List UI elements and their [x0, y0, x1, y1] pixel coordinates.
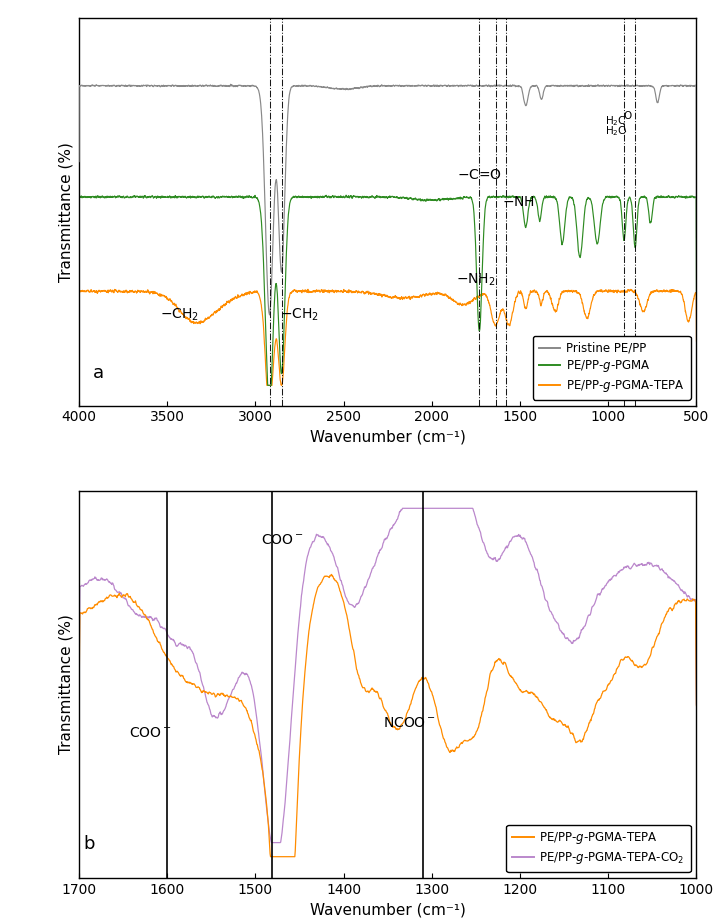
Text: COO$^-$: COO$^-$ [261, 533, 303, 547]
Text: $-$CH$_2$: $-$CH$_2$ [160, 307, 199, 323]
Text: $-$NH: $-$NH [503, 195, 535, 209]
Text: O: O [623, 111, 632, 121]
Text: H$_2$C: H$_2$C [605, 124, 627, 138]
Text: COO$^-$: COO$^-$ [129, 726, 172, 740]
Text: $-$CH$_2$: $-$CH$_2$ [280, 307, 319, 323]
Legend: Pristine PE/PP, PE/PP-$g$-PGMA, PE/PP-$g$-PGMA-TEPA: Pristine PE/PP, PE/PP-$g$-PGMA, PE/PP-$g… [533, 335, 691, 400]
Text: a: a [93, 364, 104, 382]
Text: $-$C=O: $-$C=O [457, 168, 502, 182]
Text: $-$NH$_2$: $-$NH$_2$ [456, 272, 495, 287]
X-axis label: Wavenumber (cm⁻¹): Wavenumber (cm⁻¹) [309, 902, 466, 918]
X-axis label: Wavenumber (cm⁻¹): Wavenumber (cm⁻¹) [309, 430, 466, 445]
Legend: PE/PP-$g$-PGMA-TEPA, PE/PP-$g$-PGMA-TEPA-CO$_2$: PE/PP-$g$-PGMA-TEPA, PE/PP-$g$-PGMA-TEPA… [506, 824, 691, 872]
Text: H$_2$C: H$_2$C [605, 114, 627, 128]
Y-axis label: Transmittance (%): Transmittance (%) [58, 142, 73, 282]
Y-axis label: Transmittance (%): Transmittance (%) [58, 614, 73, 754]
Text: b: b [83, 835, 95, 853]
Text: NCOO$^-$: NCOO$^-$ [383, 716, 437, 730]
